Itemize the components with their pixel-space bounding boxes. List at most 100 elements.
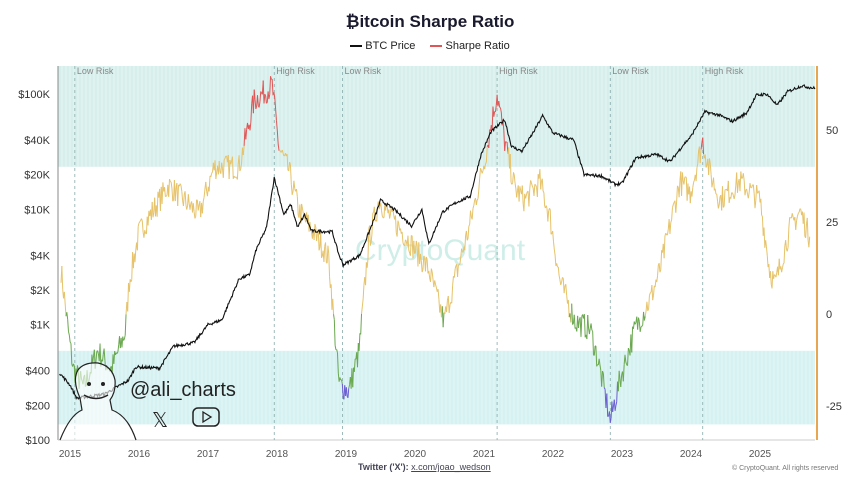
- sharpe-ratio-segment: [168, 179, 170, 197]
- risk-marker-label: Low Risk: [612, 66, 649, 76]
- sharpe-ratio-segment: [123, 335, 126, 340]
- sharpe-ratio-segment: [358, 333, 361, 351]
- x-tick-label: 2015: [59, 449, 82, 460]
- twitter-link[interactable]: x.com/joao_wedson: [411, 462, 491, 472]
- sharpe-ratio-segment: [156, 191, 159, 217]
- sharpe-ratio-segment: [647, 308, 650, 311]
- sharpe-ratio-segment: [657, 264, 659, 276]
- sharpe-ratio-segment: [165, 195, 168, 197]
- sharpe-ratio-segment: [231, 156, 234, 179]
- sharpe-ratio-segment: [381, 216, 384, 219]
- sharpe-ratio-segment: [171, 188, 174, 202]
- sharpe-ratio-segment: [588, 328, 591, 335]
- sharpe-ratio-segment: [407, 235, 410, 251]
- x-tick-label: 2022: [542, 449, 565, 460]
- sharpe-ratio-segment: [286, 154, 289, 171]
- sharpe-ratio-segment: [499, 107, 502, 113]
- left-tick-label: $100: [26, 435, 50, 447]
- copyright: © CryptoQuant. All rights reserved: [732, 465, 839, 472]
- sharpe-ratio-segment: [651, 285, 654, 301]
- sharpe-ratio-segment: [806, 217, 809, 241]
- sharpe-ratio-segment: [179, 183, 182, 186]
- x-tick-label: 2023: [611, 449, 634, 460]
- sharpe-ratio-segment: [519, 186, 522, 191]
- sharpe-ratio-segment: [245, 129, 248, 140]
- sharpe-ratio-segment: [270, 76, 272, 80]
- sharpe-ratio-segment: [717, 204, 720, 209]
- sharpe-ratio-segment: [624, 354, 627, 362]
- sharpe-ratio-segment: [765, 246, 768, 256]
- sharpe-ratio-segment: [419, 253, 422, 261]
- left-tick-label: $2K: [30, 285, 50, 297]
- sharpe-ratio-segment: [627, 348, 629, 366]
- sharpe-ratio-segment: [592, 331, 594, 355]
- sharpe-ratio-segment: [567, 300, 570, 318]
- sharpe-ratio-segment: [422, 255, 425, 270]
- sharpe-ratio-segment: [461, 248, 463, 252]
- right-tick-label: 0: [826, 309, 832, 321]
- sharpe-ratio-segment: [473, 200, 476, 206]
- sharpe-ratio-segment: [595, 345, 598, 367]
- sharpe-ratio-segment: [429, 268, 432, 282]
- sharpe-ratio-segment: [366, 259, 369, 268]
- sharpe-ratio-segment: [193, 211, 196, 219]
- risk-marker-label: High Risk: [276, 66, 315, 76]
- legend-item-sharpe-ratio[interactable]: Sharpe Ratio: [430, 40, 510, 52]
- sharpe-ratio-segment: [316, 233, 318, 241]
- sharpe-ratio-segment: [211, 171, 213, 174]
- x-tick-label: 2021: [473, 449, 496, 460]
- sharpe-ratio-segment: [283, 154, 286, 157]
- sharpe-ratio-segment: [268, 94, 271, 100]
- sharpe-ratio-segment: [493, 111, 496, 117]
- sharpe-ratio-segment: [634, 322, 637, 325]
- x-tick-label: 2017: [197, 449, 220, 460]
- sharpe-ratio-segment: [202, 197, 205, 202]
- sharpe-ratio-segment: [215, 171, 218, 180]
- x-tick-label: 2020: [404, 449, 427, 460]
- sharpe-ratio-segment: [258, 101, 261, 108]
- sharpe-ratio-segment: [622, 364, 625, 382]
- sharpe-ratio-segment: [709, 164, 712, 175]
- sharpe-ratio-segment: [684, 176, 686, 178]
- sharpe-ratio-segment: [275, 109, 277, 121]
- sharpe-ratio-segment: [603, 387, 606, 390]
- sharpe-ratio-segment: [281, 149, 284, 154]
- sharpe-ratio-segment: [255, 105, 258, 110]
- sharpe-ratio-segment: [348, 384, 351, 389]
- sharpe-ratio-segment: [512, 172, 515, 176]
- sharpe-ratio-segment: [693, 179, 695, 183]
- sharpe-ratio-segment: [235, 176, 237, 178]
- risk-band: [58, 66, 815, 167]
- sharpe-ratio-segment: [124, 314, 127, 336]
- sharpe-ratio-segment: [609, 418, 612, 423]
- sharpe-ratio-segment: [218, 161, 221, 173]
- sharpe-ratio-segment: [553, 249, 556, 256]
- risk-band: [58, 350, 815, 425]
- legend-label: Sharpe Ratio: [445, 40, 510, 52]
- sharpe-ratio-segment: [549, 207, 551, 210]
- sharpe-ratio-segment: [465, 230, 468, 241]
- sharpe-ratio-segment: [601, 370, 604, 387]
- sharpe-ratio-segment: [598, 358, 601, 365]
- sharpe-ratio-segment: [552, 230, 554, 242]
- sharpe-ratio-segment: [333, 319, 336, 346]
- sharpe-ratio-segment: [273, 92, 276, 98]
- sharpe-ratio-segment: [396, 220, 399, 237]
- sharpe-ratio-segment: [665, 232, 668, 236]
- sharpe-ratio-segment: [152, 212, 155, 218]
- sharpe-ratio-segment: [224, 155, 227, 159]
- sharpe-ratio-segment: [734, 185, 737, 196]
- left-tick-label: $1K: [30, 320, 50, 332]
- sharpe-ratio-segment: [141, 220, 144, 233]
- sharpe-ratio-segment: [788, 217, 791, 228]
- sharpe-ratio-segment: [468, 224, 471, 227]
- sharpe-ratio-segment: [134, 250, 137, 263]
- sharpe-ratio-segment: [276, 130, 279, 145]
- sharpe-ratio-segment: [314, 223, 317, 228]
- sharpe-ratio-segment: [123, 338, 125, 341]
- sharpe-ratio-segment: [187, 194, 190, 204]
- legend-item-btc-price[interactable]: BTC Price: [350, 40, 415, 52]
- legend-swatch: [430, 45, 443, 48]
- sharpe-ratio-segment: [409, 235, 412, 256]
- sharpe-ratio-segment: [757, 191, 759, 194]
